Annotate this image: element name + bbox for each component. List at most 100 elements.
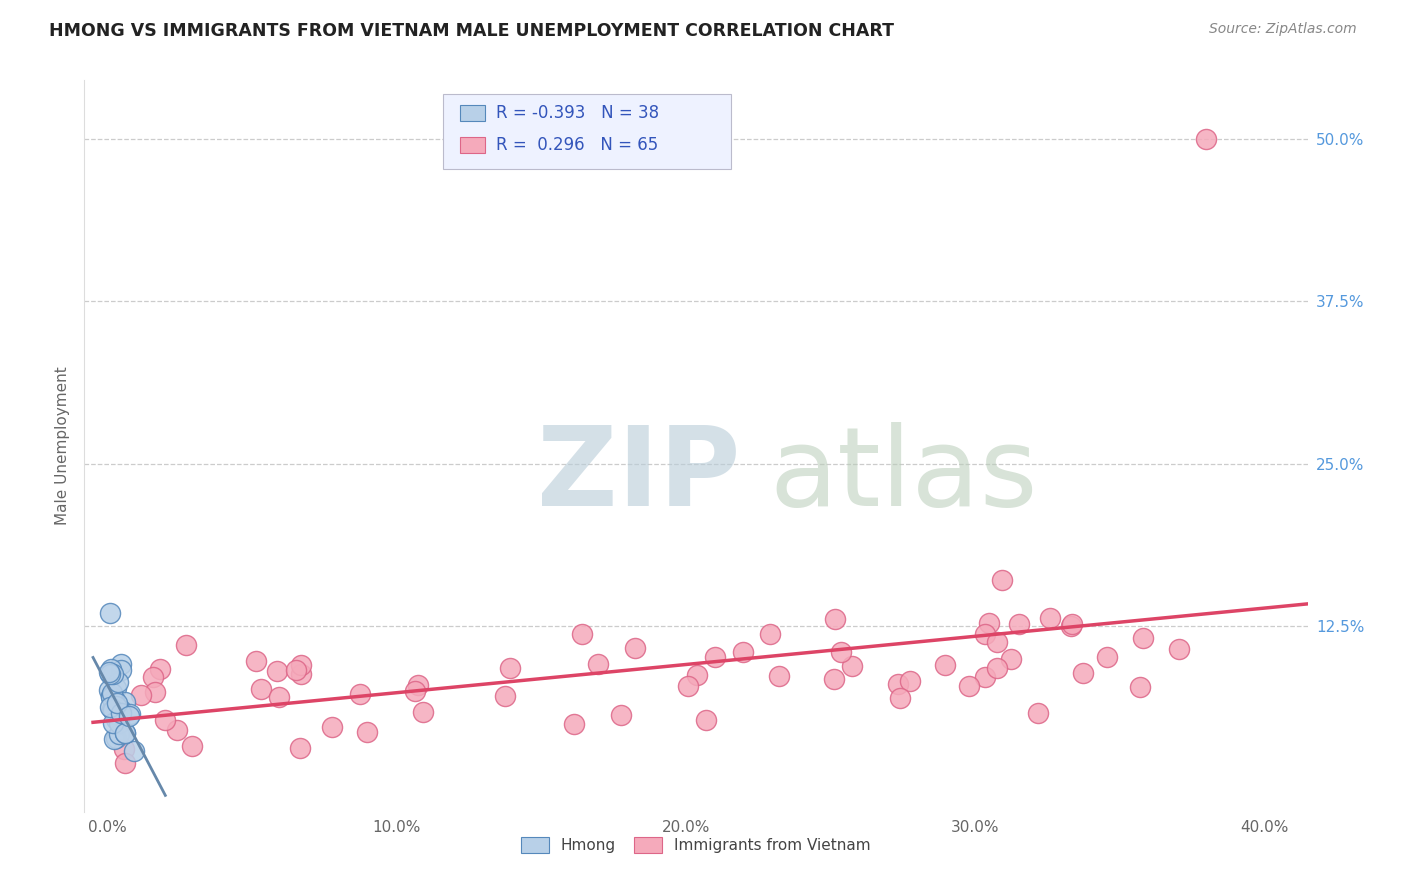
Point [118,708,141,723]
Point [1026,706,1049,720]
Point [349,687,371,701]
Point [105,704,128,718]
Point [586,657,609,671]
Point [108,703,131,717]
Point [768,669,790,683]
Point [759,627,782,641]
Point [841,659,863,673]
Point [499,661,522,675]
Point [887,677,910,691]
Legend: Hmong, Immigrants from Vietnam: Hmong, Immigrants from Vietnam [515,830,877,859]
Point [101,703,124,717]
Point [290,658,312,673]
Point [100,666,122,681]
Point [101,666,124,681]
Point [1039,610,1062,624]
Point [562,717,585,731]
Point [1073,665,1095,680]
Text: Source: ZipAtlas.com: Source: ZipAtlas.com [1209,22,1357,37]
Point [898,673,921,688]
Point [731,645,754,659]
Point [288,741,311,756]
Y-axis label: Male Unemployment: Male Unemployment [55,367,70,525]
Point [686,667,709,681]
Point [103,694,125,708]
Point [100,690,122,705]
Point [114,695,136,709]
Point [889,691,911,706]
Point [105,712,128,726]
Point [122,744,145,758]
Point [149,662,172,676]
Point [166,723,188,737]
Point [704,650,727,665]
Point [610,707,633,722]
Point [107,716,129,731]
Point [830,645,852,659]
Point [105,731,128,745]
Point [98,700,121,714]
Point [1129,681,1152,695]
Text: R =  0.296   N = 65: R = 0.296 N = 65 [496,136,658,154]
Point [100,606,122,620]
Point [143,684,166,698]
Point [1000,652,1022,666]
Point [977,616,1000,631]
Point [110,703,132,717]
Point [986,634,1008,648]
Point [114,726,136,740]
Point [986,661,1008,675]
Point [110,706,132,720]
Point [1168,642,1191,657]
Point [101,702,124,716]
Point [98,665,121,679]
Point [142,670,165,684]
Point [101,716,124,731]
Point [245,654,267,668]
Point [624,641,647,656]
Point [114,756,136,771]
Point [974,627,997,641]
Point [973,670,995,684]
Point [101,703,124,717]
Point [290,667,312,681]
Point [103,731,125,746]
Point [1097,650,1119,665]
Point [114,725,136,739]
Point [120,707,142,722]
Point [105,696,128,710]
Point [676,679,699,693]
Text: HMONG VS IMMIGRANTS FROM VIETNAM MALE UNEMPLOYMENT CORRELATION CHART: HMONG VS IMMIGRANTS FROM VIETNAM MALE UN… [49,22,894,40]
Point [824,612,846,626]
Point [1008,616,1031,631]
Point [1195,132,1218,146]
Point [98,682,121,697]
Point [100,662,122,676]
Point [406,678,429,692]
Point [284,663,307,677]
Point [266,665,288,679]
Point [103,691,125,706]
Point [105,681,128,696]
Point [823,672,845,686]
Point [934,658,956,673]
Point [321,720,343,734]
Text: atlas: atlas [769,422,1038,529]
Point [110,657,132,671]
Point [695,714,717,728]
Text: ZIP: ZIP [537,422,741,529]
Point [107,675,129,690]
Point [957,679,980,693]
Point [107,727,129,741]
Point [180,739,202,754]
Point [1060,617,1083,632]
Point [131,688,153,702]
Point [249,682,271,697]
Point [153,714,176,728]
Point [356,724,378,739]
Point [110,663,132,677]
Point [269,690,291,704]
Point [104,707,127,722]
Point [174,638,197,652]
Point [104,699,127,714]
